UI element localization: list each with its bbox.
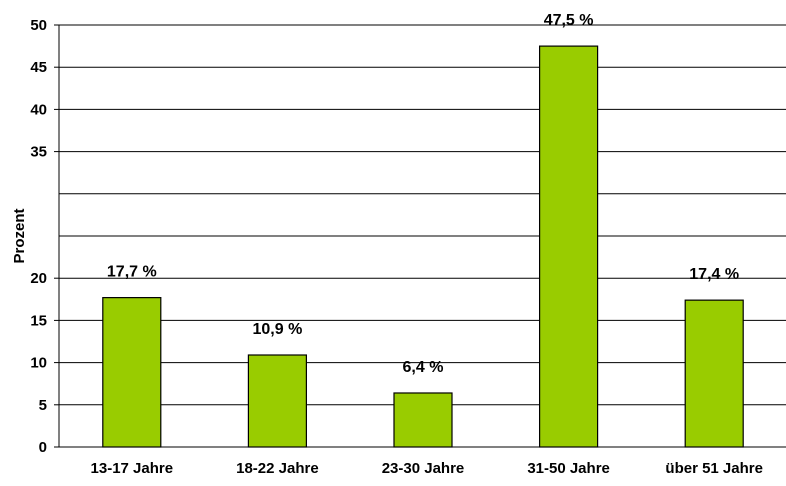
bars: [102, 45, 744, 448]
data-label-1: 17,7 %: [107, 264, 157, 281]
bar-3: [393, 392, 453, 448]
axes: [58, 25, 786, 448]
bar-4: [538, 45, 599, 448]
y-tick-label-35: 35: [30, 144, 47, 161]
data-label-4: 47,5 %: [544, 12, 594, 29]
y-tick-label-40: 40: [30, 101, 47, 118]
y-tick-label-20: 20: [30, 270, 47, 287]
y-tick-label-0: 0: [39, 439, 47, 456]
y-tick-labels: 0 5 10 15 20 35 40 45 50: [30, 17, 59, 456]
x-tick-label-4: 31-50 Jahre: [527, 460, 610, 477]
x-tick-labels: 13-17 Jahre 18-22 Jahre 23-30 Jahre 31-50 J…: [91, 460, 763, 477]
y-tick-label-15: 15: [30, 312, 47, 329]
y-tick-label-5: 5: [39, 397, 47, 414]
y-axis-label: Prozent: [11, 208, 28, 263]
data-labels: 17,7 % 10,9 % 6,4 % 47,5 % 17,4 %: [107, 12, 739, 376]
y-tick-label-10: 10: [30, 355, 47, 372]
x-tick-label-5: über 51 Jahre: [665, 460, 763, 477]
x-tick-label-2: 18-22 Jahre: [236, 460, 319, 477]
y-tick-label-45: 45: [30, 59, 47, 76]
data-label-5: 17,4 %: [689, 266, 739, 283]
y-tick-label-50: 50: [30, 17, 47, 34]
bar-1: [102, 297, 162, 448]
gridlines: [59, 24, 786, 406]
data-label-2: 10,9 %: [252, 321, 302, 338]
bar-5: [684, 299, 744, 448]
x-tick-label-3: 23-30 Jahre: [382, 460, 465, 477]
data-label-3: 6,4 %: [403, 359, 444, 376]
x-tick-label-1: 13-17 Jahre: [91, 460, 174, 477]
bar-2: [247, 354, 307, 448]
